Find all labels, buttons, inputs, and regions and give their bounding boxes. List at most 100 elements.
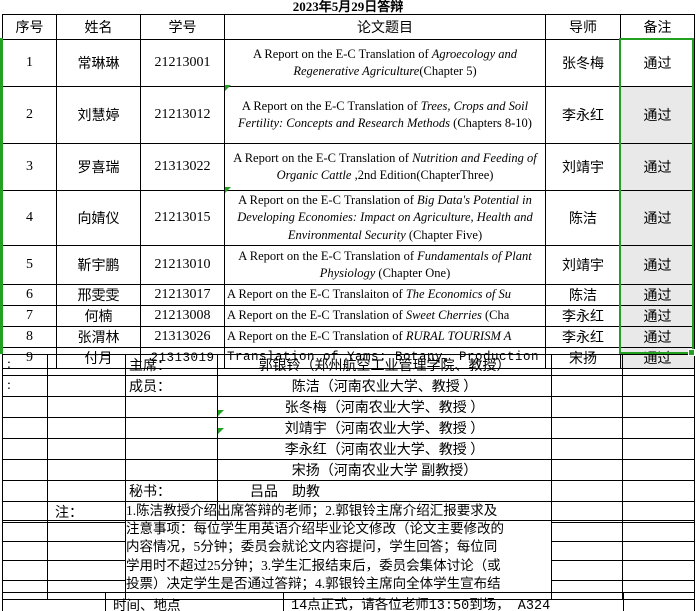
cell-student-id[interactable]: 21313026 bbox=[140, 326, 225, 348]
cell-blank[interactable] bbox=[47, 541, 126, 562]
cell-blank[interactable] bbox=[47, 417, 126, 439]
header-no[interactable]: 序号 bbox=[2, 14, 57, 40]
cell-no[interactable]: 4 bbox=[2, 190, 57, 246]
chair-name[interactable]: 郭银铃（郑州航空工业管理学院、教授） bbox=[217, 354, 552, 376]
cell-advisor[interactable]: 陈洁 bbox=[545, 190, 621, 246]
cell-status[interactable]: 通过 bbox=[620, 39, 695, 87]
cell-blank[interactable] bbox=[2, 396, 48, 418]
cell-no[interactable]: 6 bbox=[2, 284, 57, 306]
cell-thesis-title[interactable]: A Report on the E-C Translation of Agroe… bbox=[224, 39, 546, 87]
cell-name[interactable]: 刘慧婷 bbox=[56, 86, 141, 144]
cell-blank[interactable] bbox=[551, 501, 623, 523]
cell-blank[interactable] bbox=[622, 560, 695, 581]
cell-no[interactable]: 8 bbox=[2, 326, 57, 348]
cell-name[interactable]: 何楠 bbox=[56, 305, 141, 327]
cell-status[interactable]: 通过 bbox=[620, 245, 695, 285]
header-student-id[interactable]: 学号 bbox=[140, 14, 225, 40]
fill-handle[interactable] bbox=[688, 349, 695, 356]
cell-blank[interactable] bbox=[622, 501, 695, 523]
member-name[interactable]: 张冬梅（河南农业大学、教授 ） bbox=[217, 396, 552, 418]
cell-student-id[interactable]: 21213010 bbox=[140, 245, 225, 285]
cell-blank[interactable] bbox=[47, 521, 126, 543]
cell-thesis-title[interactable]: A Report on the E-C Translaiton of The E… bbox=[224, 284, 546, 306]
cell-blank[interactable] bbox=[47, 354, 126, 376]
cell-blank[interactable] bbox=[551, 521, 623, 543]
cell-status[interactable]: 通过 bbox=[620, 143, 695, 191]
cell-student-id[interactable]: 21213001 bbox=[140, 39, 225, 87]
cell-blank[interactable] bbox=[47, 438, 126, 460]
cell-blank[interactable] bbox=[622, 396, 695, 418]
cell-no[interactable]: 3 bbox=[2, 143, 57, 191]
cell-blank[interactable] bbox=[622, 375, 695, 397]
cell-blank[interactable] bbox=[2, 438, 48, 460]
member-name[interactable]: 刘靖宇（河南农业大学、教授 ） bbox=[217, 417, 552, 439]
cell-student-id[interactable]: 21213017 bbox=[140, 284, 225, 306]
member-name[interactable]: 陈洁（河南农业大学、教授 ） bbox=[217, 375, 552, 397]
cell-student-id[interactable]: 21213012 bbox=[140, 86, 225, 144]
time-place-value[interactable]: 14点正式，请各位老师13:50到场， A324 bbox=[283, 592, 624, 611]
cell-thesis-title[interactable]: A Report on the E-C Translation of Trees… bbox=[224, 86, 546, 144]
cell-name[interactable]: 靳宇鹏 bbox=[56, 245, 141, 285]
cell-blank[interactable] bbox=[2, 501, 48, 523]
cell-status[interactable]: 通过 bbox=[620, 305, 695, 327]
cell-no[interactable]: 7 bbox=[2, 305, 57, 327]
cell-blank[interactable] bbox=[622, 438, 695, 460]
notes-label[interactable]: 注： bbox=[47, 501, 126, 523]
cell-blank[interactable] bbox=[2, 541, 48, 562]
cell-advisor[interactable]: 刘靖宇 bbox=[545, 143, 621, 191]
cell-blank[interactable] bbox=[2, 417, 48, 439]
cell-blank[interactable] bbox=[47, 560, 126, 581]
cell-advisor[interactable]: 刘靖宇 bbox=[545, 245, 621, 285]
cell-advisor[interactable]: 李永红 bbox=[545, 305, 621, 327]
cell-blank[interactable] bbox=[2, 521, 48, 543]
cell-blank[interactable] bbox=[125, 417, 218, 439]
cell-blank[interactable] bbox=[47, 459, 126, 481]
member-name[interactable]: 李永红（河南农业大学、教授 ） bbox=[217, 438, 552, 460]
cell-advisor[interactable]: 陈洁 bbox=[545, 284, 621, 306]
cell-blank[interactable] bbox=[551, 417, 623, 439]
cell-blank[interactable] bbox=[2, 560, 48, 581]
cell-name[interactable]: 常琳琳 bbox=[56, 39, 141, 87]
notes-text-cell[interactable]: 1.陈洁教授介绍出席答辩的老师；2.郭银铃主席介绍汇报要求及 注意事项：每位学生… bbox=[125, 501, 552, 600]
cell-no[interactable]: 2 bbox=[2, 86, 57, 144]
cell-blank[interactable] bbox=[125, 459, 218, 481]
cell-student-id[interactable]: 21313022 bbox=[140, 143, 225, 191]
cell-thesis-title[interactable]: A Report on the E-C Translation of Nutri… bbox=[224, 143, 546, 191]
cell-student-id[interactable]: 21213008 bbox=[140, 305, 225, 327]
cell-blank[interactable] bbox=[551, 541, 623, 562]
cell-advisor[interactable]: 李永红 bbox=[545, 86, 621, 144]
cell-blank[interactable] bbox=[551, 396, 623, 418]
cell-blank[interactable] bbox=[622, 541, 695, 562]
cell-blank[interactable] bbox=[551, 354, 623, 376]
cell-advisor[interactable]: 张冬梅 bbox=[545, 39, 621, 87]
cell-thesis-title[interactable]: A Report on the E-C Translation of Big D… bbox=[224, 190, 546, 246]
header-status[interactable]: 备注 bbox=[620, 14, 695, 40]
cell-status[interactable]: 通过 bbox=[620, 284, 695, 306]
cell-blank[interactable] bbox=[551, 560, 623, 581]
cell-blank[interactable] bbox=[622, 417, 695, 439]
cell-status[interactable]: 通过 bbox=[620, 190, 695, 246]
header-advisor[interactable]: 导师 bbox=[545, 14, 621, 40]
cell-blank[interactable] bbox=[2, 480, 48, 502]
cell-blank[interactable] bbox=[622, 354, 695, 376]
cell-blank[interactable] bbox=[2, 459, 48, 481]
cell-no[interactable]: 5 bbox=[2, 245, 57, 285]
cell-thesis-title[interactable]: A Report on the E-C Translation of Funda… bbox=[224, 245, 546, 285]
cell-name[interactable]: 邢雯雯 bbox=[56, 284, 141, 306]
header-name[interactable]: 姓名 bbox=[56, 14, 141, 40]
members-label[interactable]: 成员： bbox=[125, 375, 218, 397]
cell-name[interactable]: 向婧仪 bbox=[56, 190, 141, 246]
cell-blank[interactable] bbox=[551, 375, 623, 397]
cell-no[interactable]: 1 bbox=[2, 39, 57, 87]
cell-blank[interactable] bbox=[47, 375, 126, 397]
cell-blank[interactable] bbox=[47, 480, 126, 502]
cell-blank[interactable] bbox=[622, 459, 695, 481]
cell-student-id[interactable]: 21213015 bbox=[140, 190, 225, 246]
sheet-title[interactable]: 2023年5月29日答辩 bbox=[292, 0, 404, 14]
cell-blank[interactable] bbox=[2, 592, 106, 611]
cell-blank[interactable] bbox=[551, 459, 623, 481]
member-name[interactable]: 宋扬（河南农业大学 副教授） bbox=[217, 459, 552, 481]
cell-blank[interactable] bbox=[551, 438, 623, 460]
cell-colon[interactable]: : bbox=[2, 375, 48, 397]
cell-blank[interactable] bbox=[125, 438, 218, 460]
